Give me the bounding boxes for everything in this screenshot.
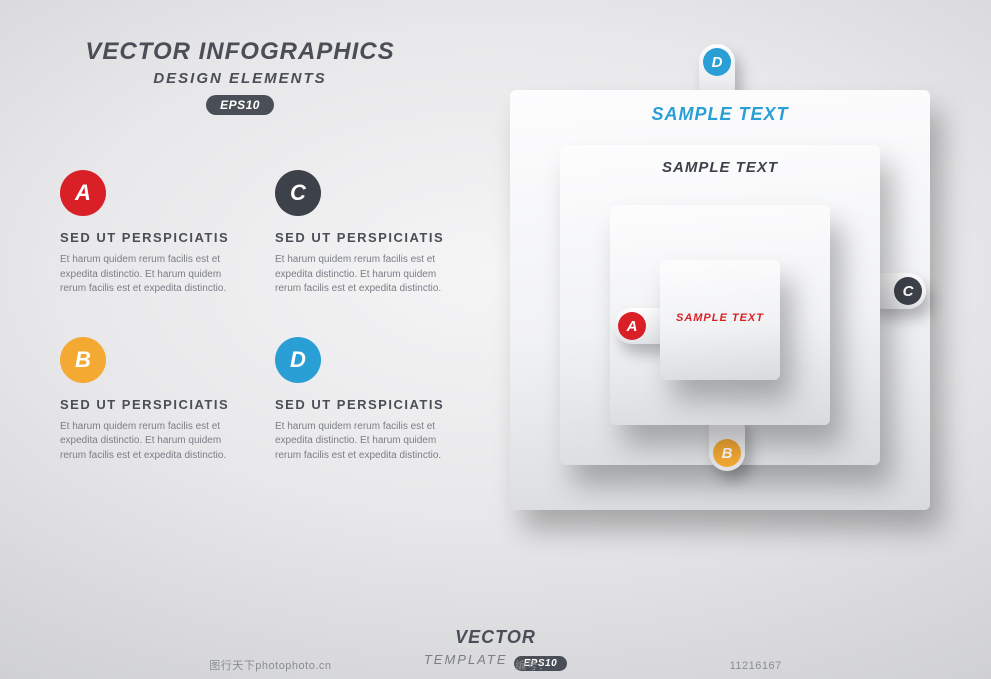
legend-body: Et harum quidem rerum facilis est et exp…	[275, 420, 445, 464]
legend-item-d: D SED UT PERSPICIATIS Et harum quidem reru…	[275, 337, 460, 464]
legend-body: Et harum quidem rerum facilis est et exp…	[60, 420, 230, 464]
stack-label-2: SAMPLE TEXT	[560, 159, 880, 176]
legend-circle-b: B	[60, 337, 106, 383]
legend-heading: SED UT PERSPICIATIS	[275, 397, 460, 412]
stack-square-4: SAMPLE TEXT	[660, 260, 780, 380]
watermark-id: 编号：11216167	[515, 660, 782, 672]
header-block: VECTOR INFOGRAPHICS DESIGN ELEMENTS EPS1…	[60, 38, 420, 115]
footer-title: VECTOR	[0, 627, 991, 648]
legend-heading: SED UT PERSPICIATIS	[275, 230, 460, 245]
eps-badge: EPS10	[206, 95, 274, 115]
legend-item-c: C SED UT PERSPICIATIS Et harum quidem reru…	[275, 170, 460, 297]
legend-heading: SED UT PERSPICIATIS	[60, 230, 245, 245]
legend-body: Et harum quidem rerum facilis est et exp…	[275, 253, 445, 297]
tab-circle-a: A	[618, 312, 646, 340]
legend-grid: A SED UT PERSPICIATIS Et harum quidem reru…	[60, 170, 460, 463]
tab-circle-d: D	[703, 48, 731, 76]
stack-label-1: SAMPLE TEXT	[510, 104, 930, 125]
legend-item-a: A SED UT PERSPICIATIS Et harum quidem reru…	[60, 170, 245, 297]
legend-circle-d: D	[275, 337, 321, 383]
legend-heading: SED UT PERSPICIATIS	[60, 397, 245, 412]
legend-body: Et harum quidem rerum facilis est et exp…	[60, 253, 230, 297]
stacked-squares-stage: D SAMPLE TEXT C SAMPLE TEXT B A SAMPLE TEXT	[480, 30, 960, 590]
watermark-line: 图行天下photophoto.cn 编号：11216167	[0, 657, 991, 673]
legend-item-b: B SED UT PERSPICIATIS Et harum quidem reru…	[60, 337, 245, 464]
page-subtitle: DESIGN ELEMENTS	[60, 70, 420, 87]
tab-circle-c: C	[894, 277, 922, 305]
page-title: VECTOR INFOGRAPHICS	[60, 38, 420, 66]
stack-label-4: SAMPLE TEXT	[660, 312, 780, 324]
tab-circle-b: B	[713, 439, 741, 467]
watermark-site: 图行天下photophoto.cn	[209, 660, 331, 672]
legend-circle-a: A	[60, 170, 106, 216]
legend-circle-c: C	[275, 170, 321, 216]
